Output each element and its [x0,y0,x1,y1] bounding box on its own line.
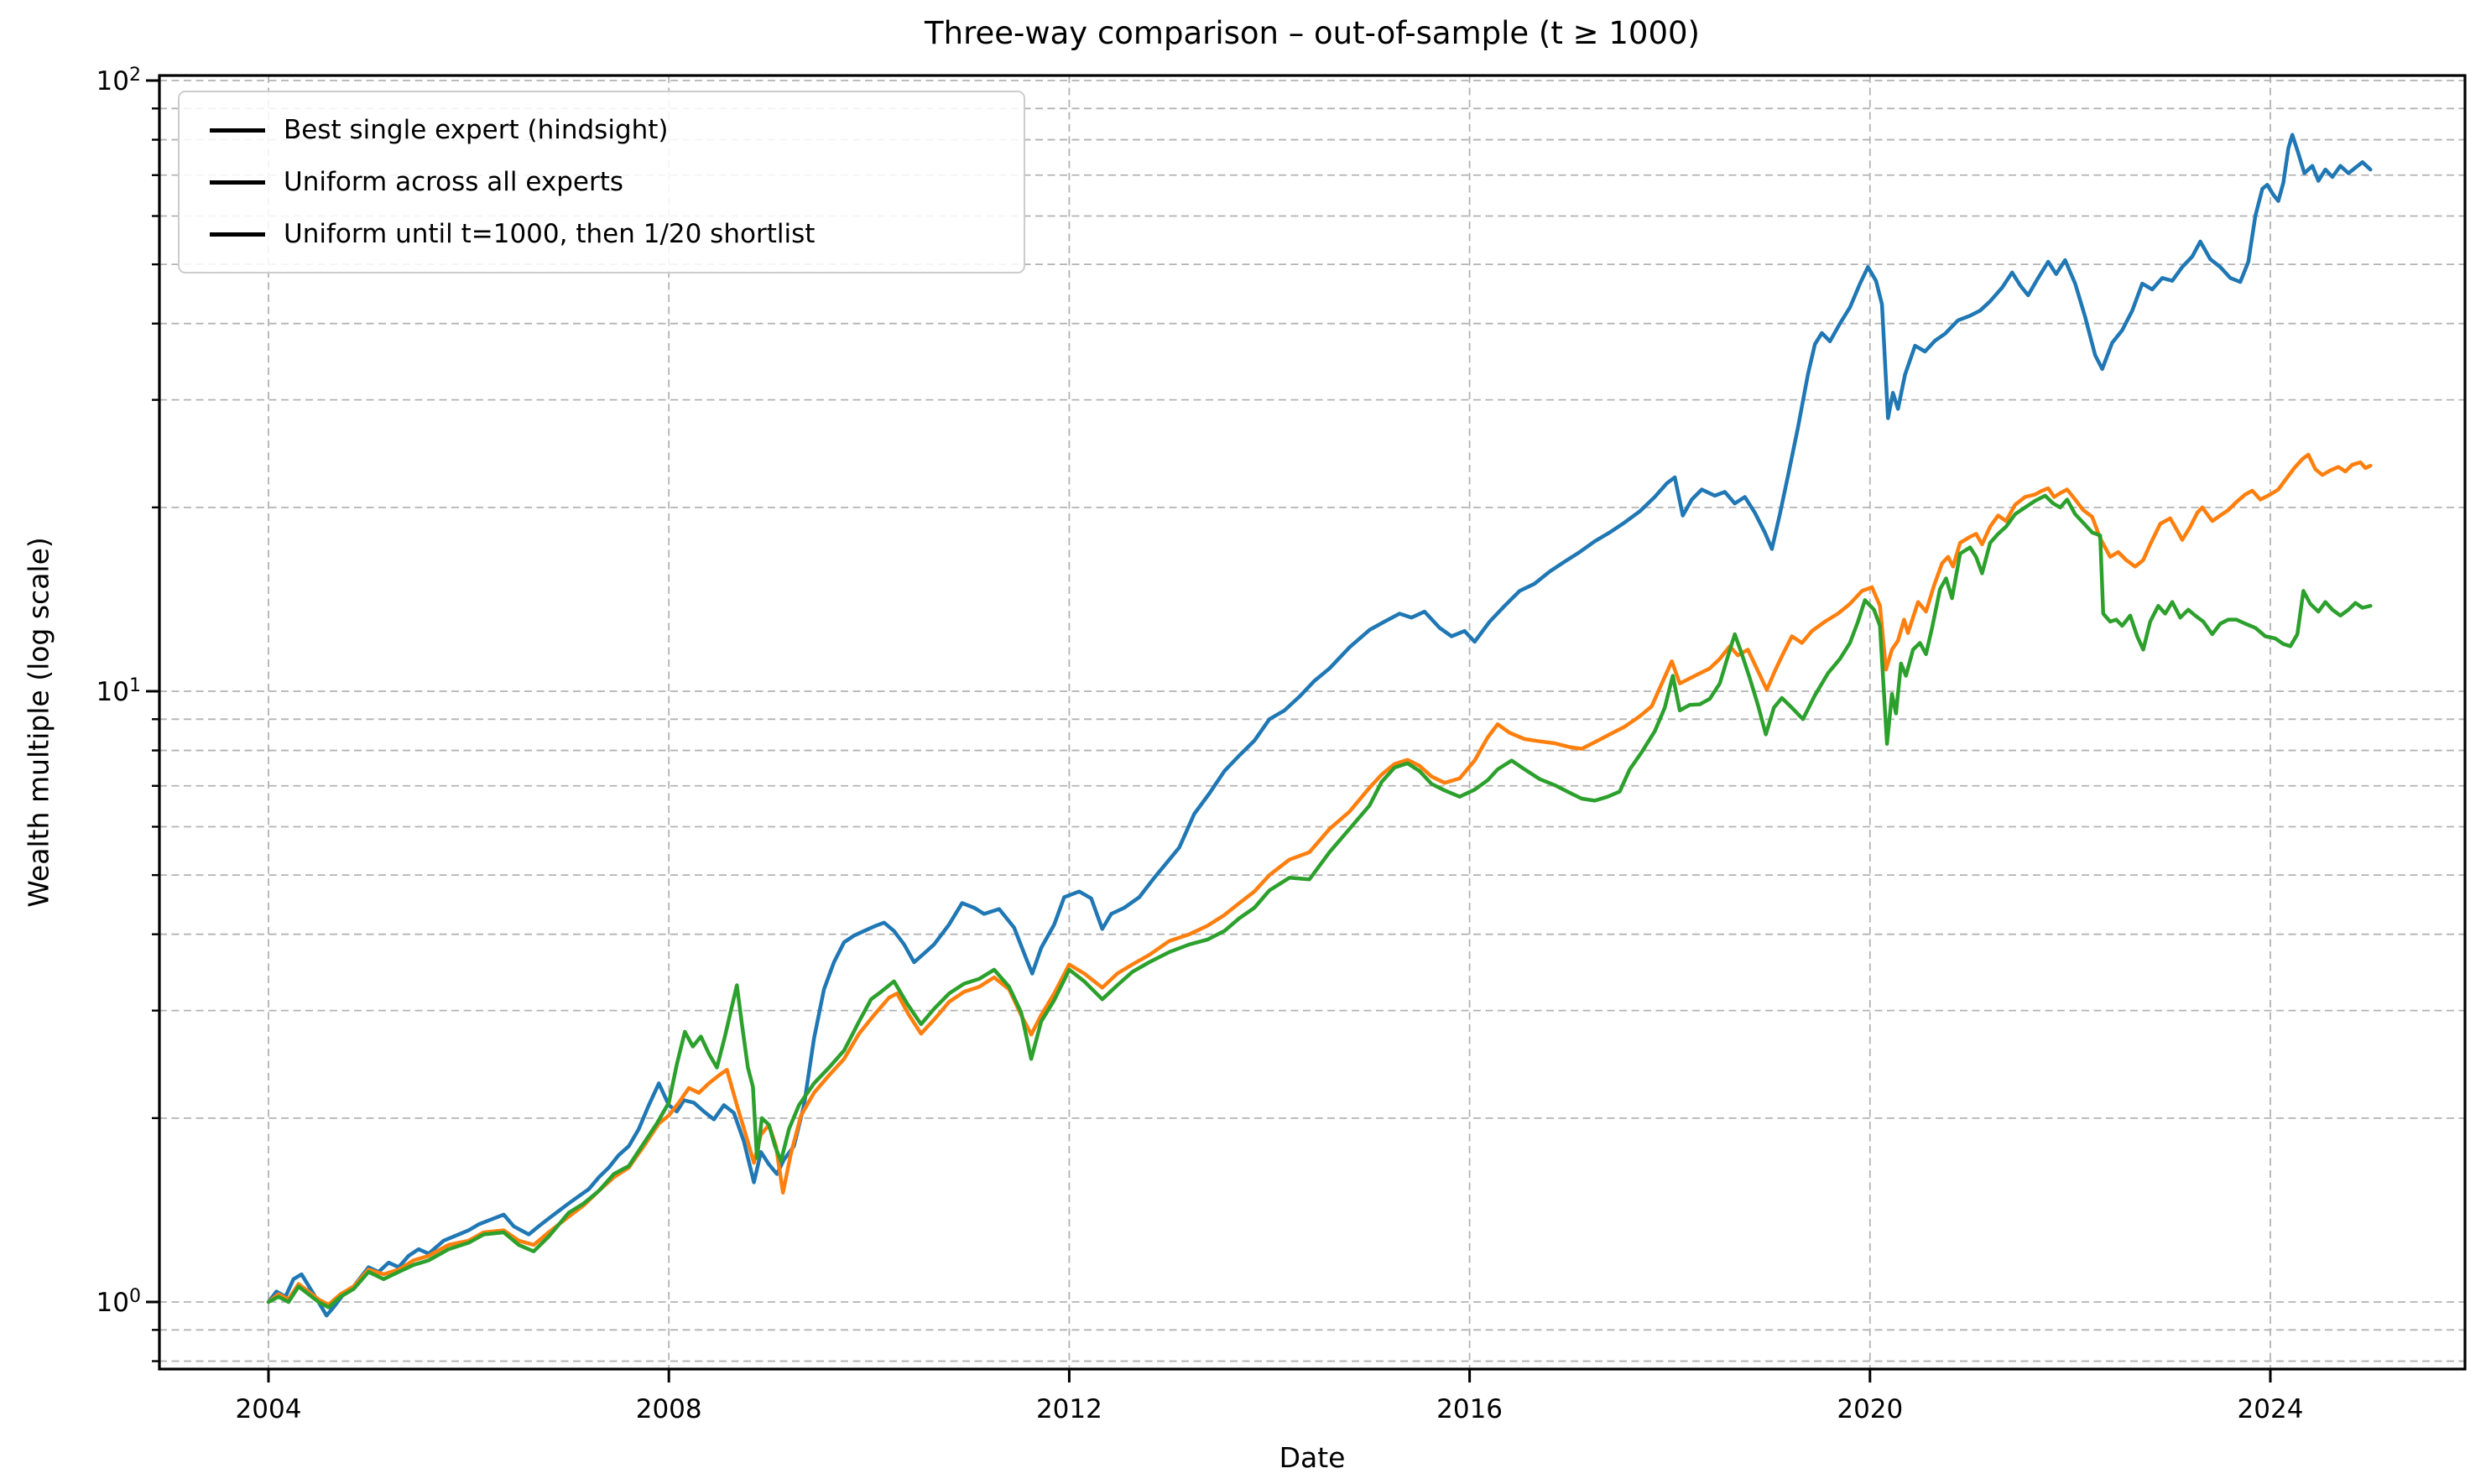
x-tick-label: 2012 [1036,1394,1102,1424]
legend: Best single expert (hindsight) Uniform a… [178,91,1025,273]
series-line-1 [266,452,2373,1307]
legend-line-swatch-orange [210,180,265,185]
y-tick-label-10: 101 [96,674,141,708]
x-tick-label: 2024 [2238,1394,2304,1424]
chart-title: Three-way comparison – out-of-sample (t … [925,15,1700,51]
y-tick-label-1: 100 [96,1285,141,1319]
legend-label: Best single expert (hindsight) [284,115,669,145]
series-line-2 [266,493,2373,1310]
x-tick-label: 2020 [1837,1394,1903,1424]
legend-item-uniform-all: Uniform across all experts [188,167,1015,197]
legend-line-swatch-blue [210,128,265,133]
legend-label: Uniform across all experts [284,167,624,197]
x-tick-label: 2016 [1436,1394,1503,1424]
y-axis-title: Wealth multiple (log scale) [22,537,55,908]
x-tick-label: 2008 [636,1394,702,1424]
legend-line-swatch-green [210,232,265,237]
series-line-0 [266,133,2373,1318]
axes-box [158,74,2467,1371]
y-tick-label-100: 102 [96,64,141,97]
legend-label: Uniform until t=1000, then 1/20 shortlis… [284,219,816,249]
x-tick-label: 2004 [236,1394,302,1424]
legend-item-best-single-expert: Best single expert (hindsight) [188,115,1015,145]
legend-item-uniform-shortlist: Uniform until t=1000, then 1/20 shortlis… [188,219,1015,249]
x-axis-title: Date [1279,1441,1346,1474]
